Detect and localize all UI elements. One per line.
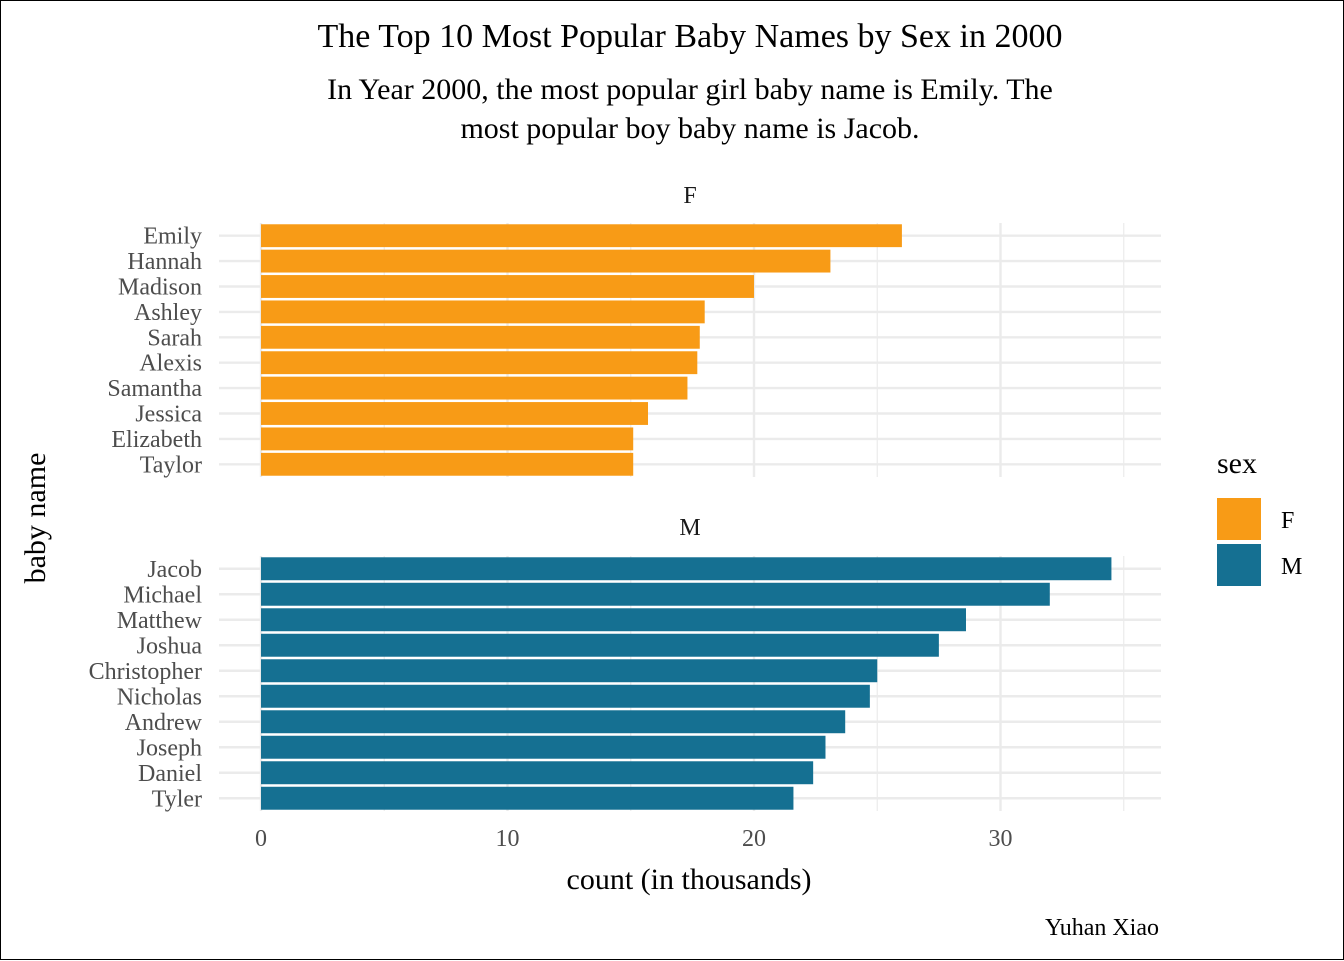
facet-strip-label: F [683,183,696,209]
bar-tyler [261,786,794,810]
bar-hannah [261,249,831,273]
chart-subtitle-line-2: most popular boy baby name is Jacob. [460,112,919,145]
bar-joseph [261,735,826,759]
legend-label-f: F [1281,508,1294,534]
bar-joshua [261,633,939,657]
bar-alexis [261,351,698,375]
facet-panel-m: M JacobMichaelMatthewJoshuaChristopherNic… [89,515,1161,812]
x-tick-label-0: 0 [255,826,267,852]
bar-andrew [261,710,846,734]
y-tick-label-emily: Emily [143,224,202,250]
y-tick-label-nicholas: Nicholas [117,684,202,710]
y-axis-title: baby name [19,453,52,584]
bar-matthew [261,608,966,632]
y-tick-label-taylor: Taylor [140,452,202,478]
legend-key-f [1217,498,1261,540]
bar-nicholas [261,684,870,708]
legend: sex F M [1217,447,1302,586]
legend-label-m: M [1281,554,1302,580]
y-tick-label-tyler: Tyler [152,786,202,812]
bar-jessica [261,402,649,425]
y-tick-label-andrew: Andrew [125,710,203,736]
y-tick-label-michael: Michael [123,582,202,608]
bar-christopher [261,659,878,683]
x-axis-ticks: 0 10 20 30 [255,826,1013,852]
y-tick-label-jacob: Jacob [147,557,202,583]
y-tick-label-christopher: Christopher [89,659,202,685]
y-tick-label-joshua: Joshua [137,633,203,659]
x-tick-label-10: 10 [496,826,520,852]
facet-panel-f: F EmilyHannahMadisonAshleySarahAlexisSama… [107,183,1161,478]
y-tick-label-joseph: Joseph [137,735,202,761]
y-tick-label-samantha: Samantha [107,376,202,402]
bar-sarah [261,325,700,349]
bar-samantha [261,376,688,400]
legend-key-m [1217,544,1261,586]
y-tick-label-sarah: Sarah [147,325,202,351]
bar-jacob [261,557,1112,581]
bar-michael [261,582,1050,606]
bar-taylor [261,452,634,476]
chart-title: The Top 10 Most Popular Baby Names by Se… [318,18,1063,55]
y-tick-label-madison: Madison [118,275,202,301]
x-tick-label-30: 30 [989,826,1013,852]
y-tick-label-alexis: Alexis [139,351,202,377]
bar-elizabeth [261,427,634,451]
y-tick-label-matthew: Matthew [117,608,203,634]
y-tick-label-hannah: Hannah [127,249,202,275]
x-axis-title: count (in thousands) [567,863,812,896]
bar-emily [261,224,902,248]
legend-title: sex [1217,447,1257,480]
y-tick-label-daniel: Daniel [138,761,202,787]
chart-caption: Yuhan Xiao [1045,915,1159,941]
facet-panels: F EmilyHannahMadisonAshleySarahAlexisSama… [89,183,1161,812]
y-tick-label-jessica: Jessica [135,402,202,428]
x-tick-label-20: 20 [742,826,766,852]
bar-ashley [261,300,705,324]
bar-daniel [261,761,814,785]
chart-subtitle-line-1: In Year 2000, the most popular girl baby… [327,73,1053,106]
y-tick-label-ashley: Ashley [134,300,202,326]
bar-madison [261,275,754,298]
y-tick-label-elizabeth: Elizabeth [111,427,202,453]
facet-strip-label: M [679,515,700,541]
